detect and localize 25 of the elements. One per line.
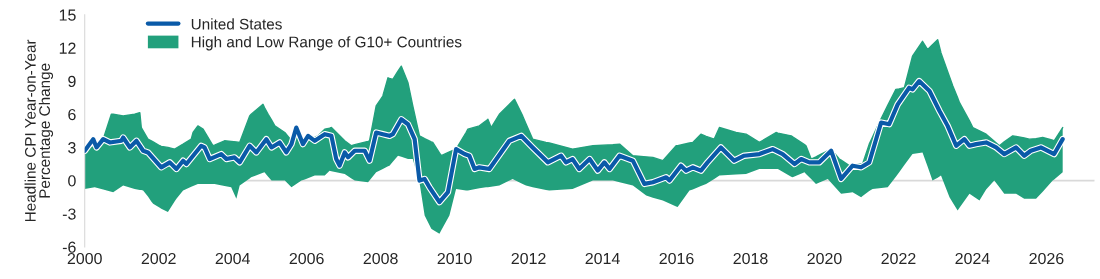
x-tick-label: 2002	[141, 252, 176, 265]
legend-label: High and Low Range of G10+ Countries	[191, 36, 462, 51]
y-tick-label: -6	[62, 241, 76, 253]
y-tick-label: 6	[68, 108, 76, 121]
y-tick-label: 0	[68, 175, 76, 187]
y-axis-title: Headline CPI Year-on-Year Percentage Change	[24, 39, 54, 222]
y-tick-label: -3	[62, 208, 76, 220]
x-tick-label: 2014	[585, 252, 620, 265]
x-tick-label: 2006	[289, 252, 324, 265]
x-tick-label: 2000	[67, 252, 102, 265]
x-tick-label: 2012	[511, 252, 546, 265]
y-tick-label: 3	[68, 142, 76, 154]
y-tick-label: 12	[59, 42, 76, 54]
x-tick-label: 2008	[363, 252, 398, 265]
x-tick-label: 2004	[215, 252, 250, 265]
y-tick-label: 9	[68, 75, 76, 88]
x-tick-label: 2018	[733, 252, 768, 265]
x-tick-label: 2024	[955, 252, 990, 265]
x-tick-label: 2020	[807, 252, 842, 265]
x-tick-label: 2016	[659, 252, 694, 265]
x-tick-label: 2010	[437, 252, 472, 265]
y-tick-label: 15	[59, 9, 76, 21]
legend-label: United States	[191, 18, 282, 30]
x-tick-label: 2022	[881, 252, 916, 265]
x-tick-label: 2026	[1029, 252, 1064, 265]
